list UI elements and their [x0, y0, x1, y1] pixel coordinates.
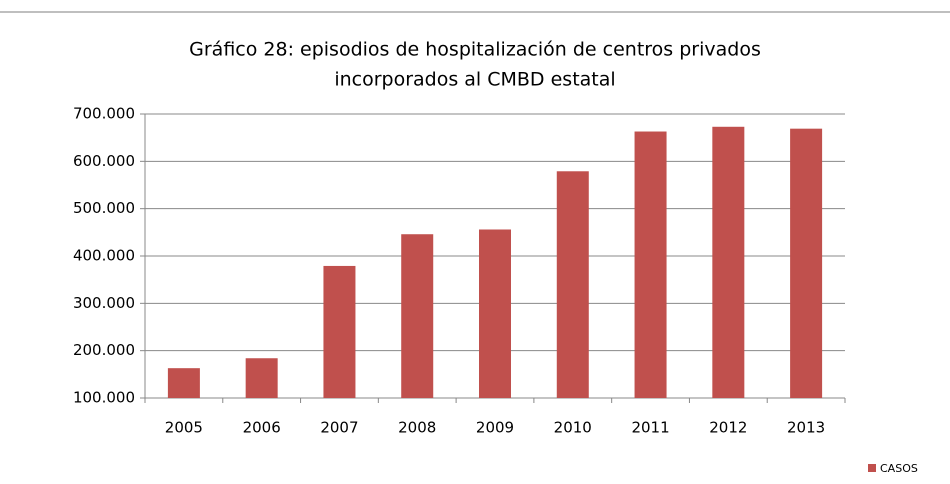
- bar: [634, 131, 667, 398]
- x-tick-label: 2006: [243, 419, 281, 437]
- bar: [167, 368, 200, 398]
- legend-swatch: [868, 464, 876, 472]
- x-tick-label: 2012: [709, 419, 747, 437]
- x-tick-label: 2005: [165, 419, 203, 437]
- x-tick-label: 2007: [320, 419, 358, 437]
- x-tick-label: 2008: [398, 419, 436, 437]
- bar: [790, 128, 823, 398]
- y-tick-label: 500.000: [73, 199, 135, 217]
- x-tick-label: 2013: [787, 419, 825, 437]
- bar: [479, 229, 511, 398]
- legend-label: CASOS: [880, 462, 918, 475]
- y-tick-label: 600.000: [73, 152, 135, 170]
- bar: [712, 126, 745, 398]
- y-tick-label: 400.000: [73, 247, 135, 265]
- bar: [323, 265, 356, 398]
- y-tick-label: 100.000: [73, 389, 135, 407]
- x-tick-label: 2011: [631, 419, 669, 437]
- x-tick-label: 2010: [554, 419, 592, 437]
- chart-title: incorporados al CMBD estatal: [334, 69, 615, 91]
- bar: [401, 234, 434, 398]
- bar: [556, 171, 589, 398]
- y-tick-label: 200.000: [73, 341, 135, 359]
- y-tick-label: 300.000: [73, 294, 135, 312]
- bar: [245, 358, 278, 398]
- chart-title: Gráfico 28: episodios de hospitalización…: [189, 39, 761, 61]
- y-tick-label: 700.000: [73, 105, 135, 123]
- x-tick-label: 2009: [476, 419, 514, 437]
